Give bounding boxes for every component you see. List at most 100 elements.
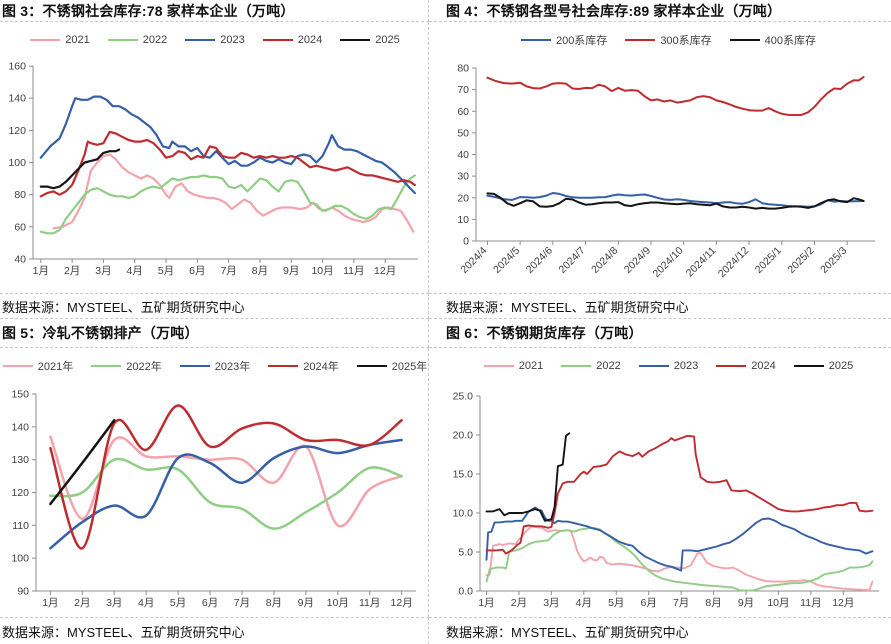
series-line-2021 <box>52 153 415 233</box>
legend-label: 2021年 <box>37 361 74 373</box>
figure3-source-row: 数据来源：MYSTEEL、五矿期货研究中心 <box>0 293 429 319</box>
legend-line-swatch <box>483 365 514 367</box>
figure5-legend: 2021年 2022年 2023年 2024年 2025年 <box>2 348 428 384</box>
series-line-2024 <box>485 434 874 555</box>
legend-item-2021年: 2021年 <box>2 358 74 374</box>
figure4-chart-area: 200系库存 300系库存 400系库存 0 10 20 30 40 50 60 70 80 2024… <box>429 22 891 293</box>
legend-label: 2025 <box>375 34 400 46</box>
legend-item-2024: 2024 <box>716 360 776 372</box>
legend-item-2025: 2025 <box>340 34 400 46</box>
legend-label: 2021 <box>518 360 544 372</box>
svg-text:5.0: 5.0 <box>458 547 473 559</box>
svg-text:10月: 10月 <box>327 597 349 609</box>
svg-text:110: 110 <box>12 520 29 532</box>
svg-text:8月: 8月 <box>705 597 721 609</box>
legend-label: 2023 <box>673 360 699 372</box>
svg-text:80: 80 <box>457 63 469 75</box>
svg-text:2025/2: 2025/2 <box>785 245 816 276</box>
legend-label: 200系库存 <box>555 35 608 47</box>
svg-text:40: 40 <box>14 254 26 266</box>
figure5-title: 图 5：冷轧不锈钢排产（万吨） <box>2 325 199 341</box>
figure3-title: 图 3：不锈钢社会库存:78 家样本企业（万吨） <box>2 2 295 19</box>
figure4-source-row: 数据来源：MYSTEEL、五矿期货研究中心 <box>429 293 891 319</box>
series-line-2022 <box>485 526 874 592</box>
svg-text:4月: 4月 <box>138 597 154 609</box>
svg-text:60: 60 <box>14 221 26 233</box>
svg-text:9月: 9月 <box>283 265 299 277</box>
svg-text:11月: 11月 <box>800 597 821 609</box>
legend-label: 2022年 <box>126 361 162 373</box>
legend-line-swatch <box>262 39 293 41</box>
svg-text:12月: 12月 <box>374 265 396 277</box>
legend-label: 2024年 <box>303 361 339 373</box>
series-line-300系库存 <box>486 76 865 117</box>
legend-line-swatch <box>356 365 387 367</box>
svg-text:10.0: 10.0 <box>453 508 474 520</box>
legend-line-swatch <box>638 365 669 367</box>
svg-text:3月: 3月 <box>543 597 559 609</box>
legend-item-2023: 2023 <box>185 34 245 46</box>
legend-item-2023: 2023 <box>638 360 699 372</box>
svg-text:20.0: 20.0 <box>453 430 474 442</box>
svg-text:11月: 11月 <box>343 265 364 277</box>
line-chart-svg: 0.0 5.0 10.0 15.0 20.0 25.0 1月 2月 3月 4月 5月 6月 7月 8月 9月… <box>453 391 879 609</box>
series-line-2025 <box>39 148 121 190</box>
legend-line-swatch <box>2 365 33 367</box>
svg-text:160: 160 <box>8 61 26 73</box>
svg-text:7月: 7月 <box>220 265 236 277</box>
legend-line-swatch <box>729 39 760 41</box>
figure3-title-row: 图 3：不锈钢社会库存:78 家样本企业（万吨） <box>0 0 429 22</box>
figure6-chart-area: 2021 2022 2023 2024 2025 0.0 5.0 10.0 15.0 20.0 2… <box>429 348 891 617</box>
svg-text:2024/6: 2024/6 <box>524 245 555 276</box>
legend-item-2022年: 2022年 <box>91 358 162 374</box>
figure5-chart-area: 2021年 2022年 2023年 2024年 2025年 90 100 110 120 130… <box>0 348 429 617</box>
figure3-source: 数据来源：MYSTEEL、五矿期货研究中心 <box>2 299 245 315</box>
legend-item-2023年: 2023年 <box>179 358 250 374</box>
svg-text:9月: 9月 <box>738 597 754 609</box>
series-line-2021 <box>485 525 874 592</box>
legend-item-2022: 2022 <box>107 34 167 46</box>
series-line-2025年 <box>49 419 116 506</box>
series-line-2022年 <box>49 457 403 530</box>
series-line-400系库存 <box>486 192 865 210</box>
legend-label: 2022 <box>596 360 621 372</box>
figure4-title-row: 图 4：不锈钢各型号社会库存:89 家样本企业（万吨） <box>429 0 891 22</box>
svg-text:150: 150 <box>11 389 29 401</box>
svg-text:10月: 10月 <box>767 597 789 609</box>
svg-text:6月: 6月 <box>641 597 657 609</box>
svg-text:2024/5: 2024/5 <box>491 245 522 276</box>
svg-text:25.0: 25.0 <box>453 391 474 403</box>
svg-text:2025/3: 2025/3 <box>818 245 849 276</box>
series-line-2025 <box>485 432 571 522</box>
figure6-source-row: 数据来源：MYSTEEL、五矿期货研究中心 <box>429 617 891 644</box>
svg-text:10月: 10月 <box>311 265 333 277</box>
svg-text:2月: 2月 <box>74 597 90 609</box>
figure5-title-row: 图 5：冷轧不锈钢排产（万吨） <box>0 319 429 348</box>
legend-line-swatch <box>268 365 299 367</box>
figure4-legend: 200系库存 300系库存 400系库存 <box>446 22 891 58</box>
legend-label: 2025 <box>828 360 854 372</box>
svg-text:100: 100 <box>11 553 29 565</box>
svg-text:0: 0 <box>463 236 469 248</box>
svg-text:11月: 11月 <box>359 597 380 609</box>
svg-text:6月: 6月 <box>202 597 218 609</box>
legend-line-swatch <box>107 39 138 41</box>
legend-label: 2025年 <box>391 361 428 373</box>
svg-text:2024/4: 2024/4 <box>458 245 489 276</box>
series-line-2024 <box>39 130 416 198</box>
svg-text:2月: 2月 <box>64 265 80 277</box>
svg-text:140: 140 <box>11 421 29 433</box>
legend-label: 2023 <box>220 34 245 46</box>
series-line-2024年 <box>49 404 403 550</box>
legend-item-200系库存: 200系库存 <box>520 32 608 48</box>
figure4-plot: 0 10 20 30 40 50 60 70 80 2024/4 2024/5 2024/6 2024/… <box>446 58 891 293</box>
legend-item-300系库存: 300系库存 <box>625 32 712 48</box>
svg-text:140: 140 <box>8 93 26 105</box>
svg-text:40: 40 <box>457 149 469 161</box>
series-line-2022 <box>39 174 416 235</box>
svg-text:2月: 2月 <box>511 597 527 609</box>
figure5-source-row: 数据来源：MYSTEEL、五矿期货研究中心 <box>0 617 429 644</box>
svg-text:12月: 12月 <box>391 597 413 609</box>
